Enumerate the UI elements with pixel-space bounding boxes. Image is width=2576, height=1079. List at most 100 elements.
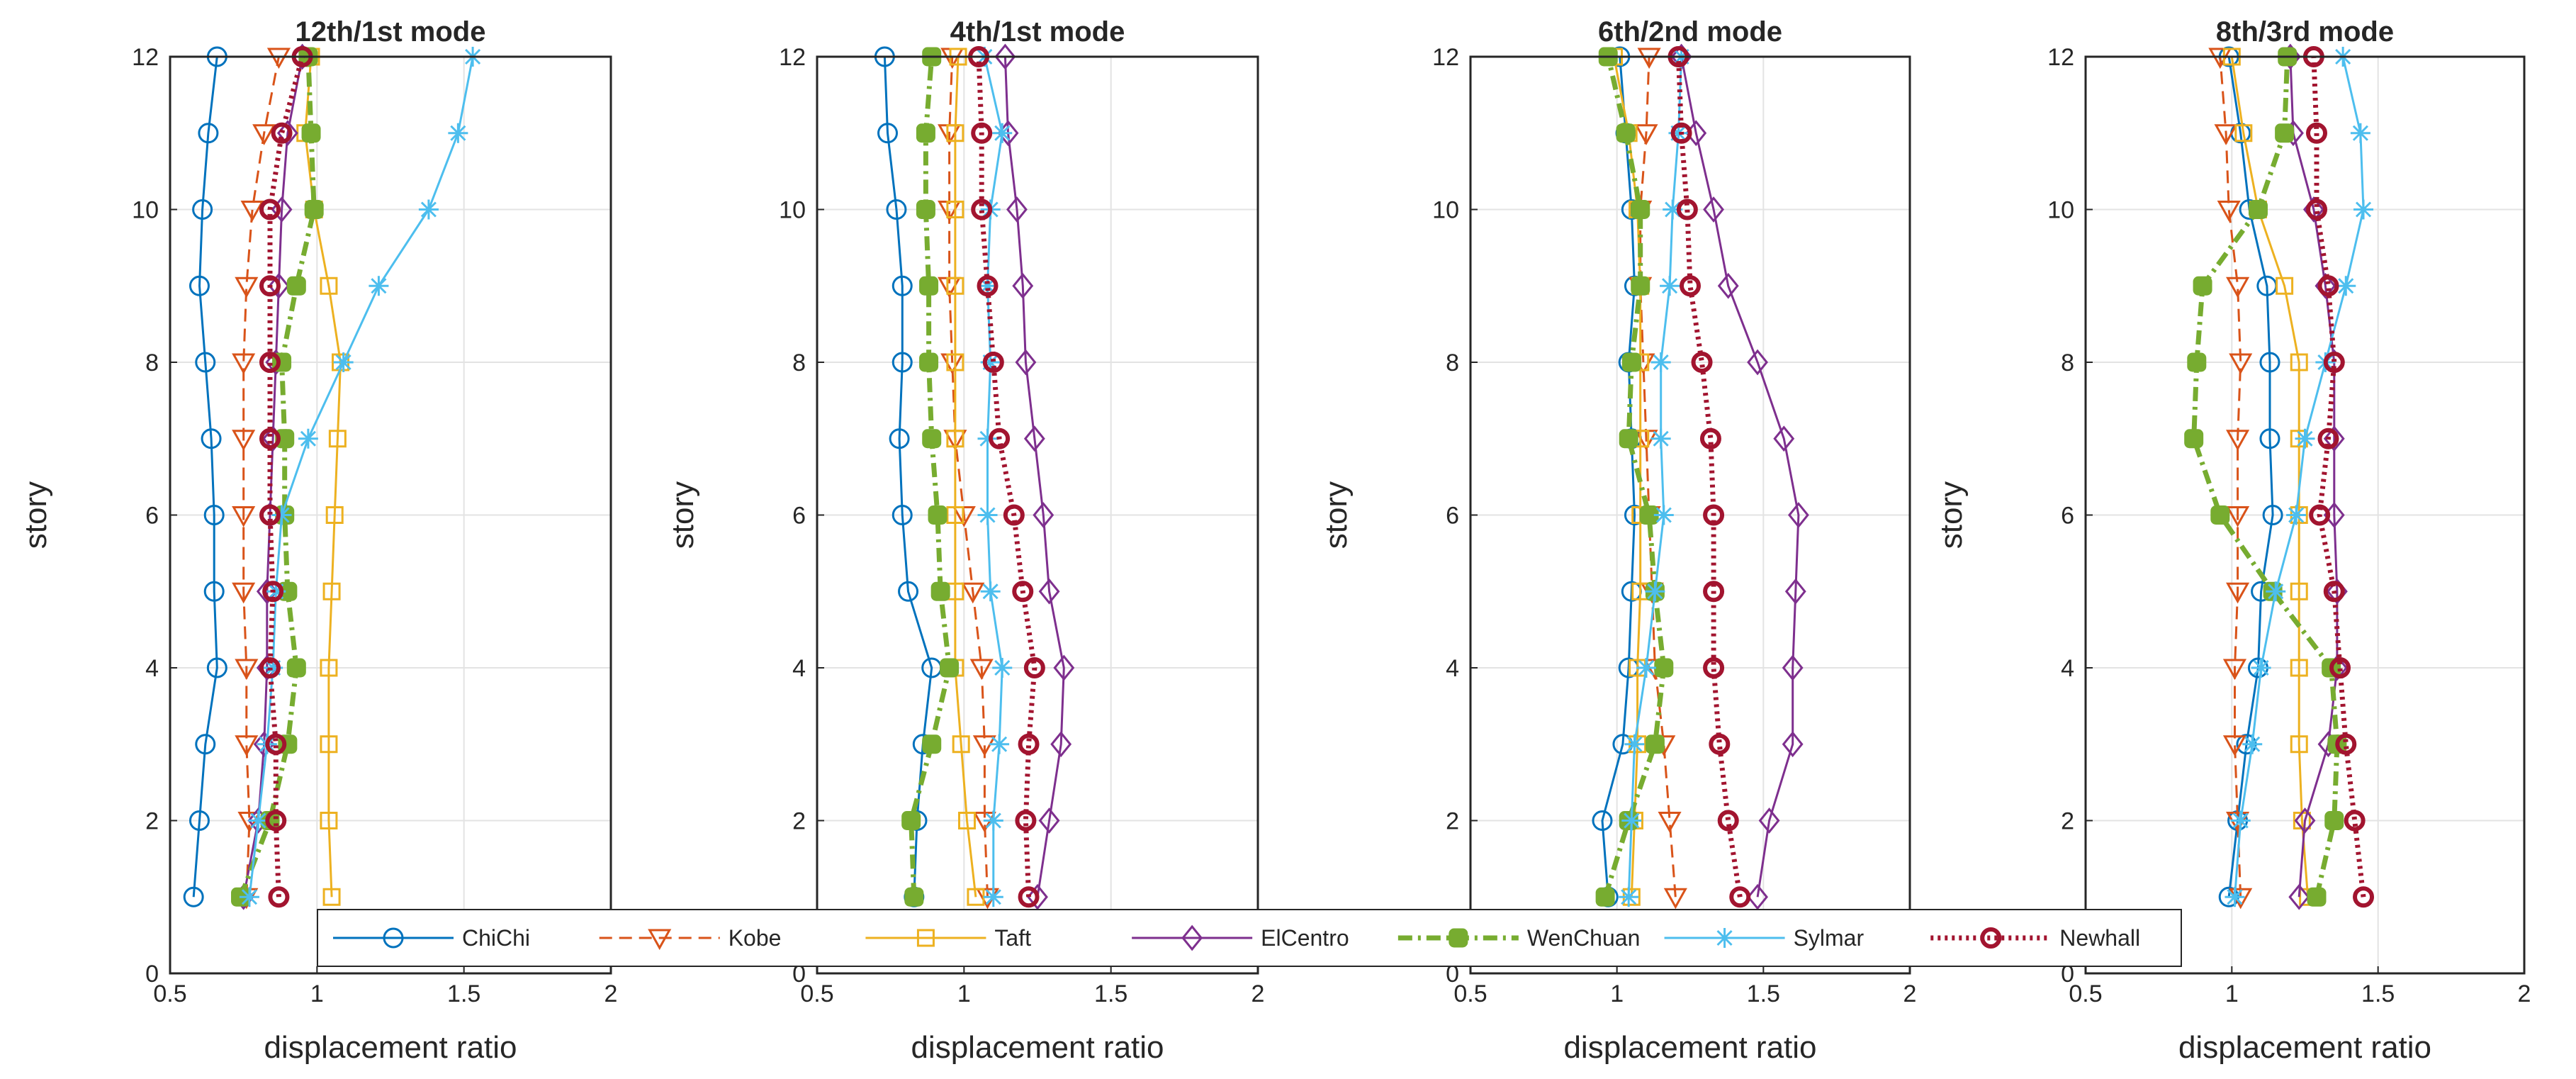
data-point [232, 430, 256, 451]
x-tick-label: 0.5 [800, 980, 833, 1007]
data-point [2259, 352, 2280, 373]
data-point [892, 505, 913, 525]
data-point [286, 276, 306, 296]
data-point [232, 353, 256, 375]
data-point [1663, 888, 1687, 910]
data-point [1703, 504, 1725, 526]
data-point [1621, 352, 1641, 372]
data-point [1680, 275, 1701, 297]
y-axis-label: story [18, 481, 53, 549]
series-line [2230, 56, 2310, 898]
data-point [1650, 352, 1671, 372]
data-point [203, 581, 225, 602]
data-point [1654, 658, 1674, 678]
data-point [320, 735, 338, 754]
y-tick-label: 10 [132, 197, 159, 224]
data-point [320, 812, 338, 829]
x-tick-label: 0.5 [153, 980, 186, 1007]
data-point [946, 201, 964, 218]
series-sylmar [239, 47, 483, 907]
data-point [203, 505, 225, 525]
x-tick-label: 1.5 [447, 980, 480, 1007]
data-point [928, 505, 947, 525]
data-point [418, 199, 439, 220]
data-point [248, 810, 269, 831]
data-point [1703, 657, 1725, 678]
data-point [1634, 124, 1658, 145]
data-point [977, 505, 998, 525]
data-point [2286, 505, 2307, 525]
data-point [1015, 349, 1037, 376]
data-point [1709, 733, 1731, 755]
data-point [992, 123, 1013, 143]
data-point [1616, 123, 1636, 143]
data-point [1027, 883, 1048, 910]
data-point [916, 200, 935, 219]
y-tick-label: 8 [145, 350, 159, 376]
y-tick-label: 10 [1432, 197, 1459, 224]
data-point [1703, 581, 1725, 603]
legend-item-taft: Taft [865, 925, 1031, 951]
data-point [892, 275, 913, 296]
y-tick-label: 6 [2061, 503, 2074, 530]
data-point [2217, 201, 2241, 222]
x-tick-label: 1 [310, 980, 324, 1007]
data-point [2187, 352, 2207, 372]
data-point [322, 582, 341, 600]
data-point [2234, 124, 2253, 142]
data-point [969, 659, 994, 681]
subplot-3: 0.5 1 1.5 2 0 2 4 6 8 10 12 6th/2nd mode displacemen… [1319, 16, 1916, 1065]
data-point [971, 199, 993, 220]
series-line [248, 56, 474, 898]
data-point [2306, 122, 2328, 144]
data-point [2294, 807, 2316, 834]
y-tick-label: 4 [792, 655, 806, 682]
x-tick-label: 1 [957, 980, 971, 1007]
data-point [1729, 886, 1751, 908]
data-point [1645, 734, 1665, 754]
y-tick-label: 4 [2061, 655, 2074, 682]
data-point [983, 887, 1003, 907]
data-point [989, 734, 1010, 754]
legend-marker [1980, 927, 2002, 949]
x-axis-label: displacement ratio [1563, 1030, 1816, 1065]
data-point [980, 581, 1001, 602]
data-point [265, 810, 287, 832]
data-point [992, 658, 1013, 678]
data-point [320, 276, 338, 295]
series-line [1602, 56, 1667, 898]
data-point [2259, 428, 2280, 449]
y-tick-label: 2 [145, 808, 159, 835]
data-point [922, 429, 942, 449]
data-point [259, 427, 281, 449]
y-tick-label: 8 [2061, 350, 2074, 376]
data-point [2295, 428, 2315, 449]
series-newhall [1667, 46, 1751, 908]
data-point [1619, 429, 1638, 449]
series-sylmar [2225, 47, 2374, 907]
data-point [1012, 272, 1034, 299]
legend-item-sylmar: Sylmar [1664, 925, 1864, 951]
y-tick-label: 4 [1446, 655, 1459, 682]
legend-label: ChiChi [462, 925, 530, 951]
data-point [2242, 734, 2263, 754]
series-line [1680, 56, 1800, 898]
series-line [2234, 56, 2365, 898]
legend-label: Kobe [729, 925, 782, 951]
data-point [1676, 199, 1698, 220]
data-point [2324, 811, 2344, 830]
series-line [1627, 56, 1683, 898]
data-point [232, 506, 256, 527]
legend-item-kobe: Kobe [599, 925, 782, 951]
data-point [2226, 582, 2250, 604]
data-point [2335, 733, 2357, 755]
data-point [2323, 581, 2345, 603]
series-wenchuan [231, 47, 324, 907]
x-tick-label: 1.5 [2361, 980, 2395, 1007]
data-point [901, 811, 921, 830]
x-axis-label: displacement ratio [911, 1030, 1164, 1065]
data-point [259, 657, 281, 678]
data-point [195, 352, 216, 373]
data-point [1747, 349, 1768, 376]
data-point [1592, 810, 1613, 831]
